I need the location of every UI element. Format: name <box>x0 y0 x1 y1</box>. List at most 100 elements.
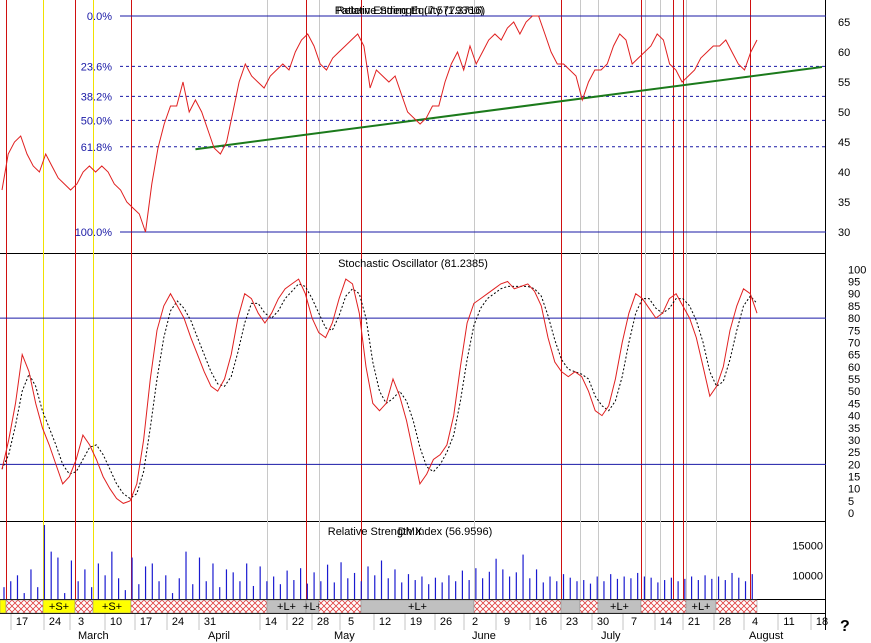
x-month-label: July <box>601 630 621 642</box>
stochastic-y-tick: 100 <box>848 264 866 276</box>
stochastic-panel: Stochastic Oscillator (81.2385) 05101520… <box>0 258 866 520</box>
stochastic-y-tick: 80 <box>848 313 860 325</box>
price-y-tick: 50 <box>838 107 850 119</box>
x-day-label: 22 <box>292 616 304 628</box>
stochastic-y-tick: 45 <box>848 398 860 410</box>
x-day-label: 31 <box>204 616 216 628</box>
x-day-label: 24 <box>49 616 61 628</box>
signal-segment <box>130 599 268 614</box>
stochastic-y-tick: 65 <box>848 350 860 362</box>
x-day-label: 14 <box>265 616 277 628</box>
stochastic-y-tick: 30 <box>848 435 860 447</box>
stochastic-k-line <box>1 278 758 504</box>
x-month-label: March <box>78 630 109 642</box>
x-day-label: 5 <box>348 616 354 628</box>
stochastic-y-tick: 95 <box>848 277 860 289</box>
stochastic-y-tick: 90 <box>848 289 860 301</box>
indicator-panel: Relative Strength Index (56.9596) DMX 10… <box>3 524 823 599</box>
x-day-label: 30 <box>597 616 609 628</box>
stochastic-y-tick: 25 <box>848 447 860 459</box>
trend-line <box>195 66 823 151</box>
x-axis: 17 24 3 10 17 24 31 14 22 28 5 12 19 26 2 9 16 23 30 7 14 21 2… <box>10 614 828 642</box>
stochastic-y-tick: 20 <box>848 459 860 471</box>
x-day-label: 3 <box>78 616 84 628</box>
indicator-panel-overlay-title: DMX <box>398 526 423 538</box>
stochastic-y-tick: 35 <box>848 423 860 435</box>
panel-frames <box>0 0 826 630</box>
price-panel: Relative Strength (7.5779360) Pattern En… <box>1 5 850 239</box>
x-day-label: 17 <box>140 616 152 628</box>
x-day-label: 10 <box>110 616 122 628</box>
x-month-label: April <box>208 630 230 642</box>
signal-strip: +S+ +S+ +L+ +L+ +L+ +L+ +L+ <box>0 599 758 614</box>
fib-level-label: 100.0% <box>75 227 113 239</box>
x-day-label: 11 <box>783 616 794 628</box>
price-series-line <box>1 15 758 233</box>
price-panel-overlay-title: Pattern Ending Equity (1.3716) <box>335 5 485 17</box>
price-y-tick: 35 <box>838 197 850 209</box>
x-day-label: 17 <box>16 616 28 628</box>
signal-segment <box>560 599 581 614</box>
stochastic-y-tick: 75 <box>848 325 860 337</box>
x-day-label: 7 <box>631 616 637 628</box>
x-month-label: June <box>472 630 496 642</box>
stochastic-y-tick: 10 <box>848 484 860 496</box>
x-day-label: 12 <box>379 616 391 628</box>
signal-segment <box>74 599 94 614</box>
signal-label: +L+ <box>277 601 296 613</box>
signal-segment <box>473 599 562 614</box>
help-icon[interactable]: ? <box>840 618 850 635</box>
price-y-tick: 45 <box>838 137 850 149</box>
fib-level-label: 38.2% <box>81 91 112 103</box>
x-day-label: 23 <box>566 616 578 628</box>
stochastic-y-tick: 50 <box>848 386 860 398</box>
indicator-y-tick: 15000 <box>792 541 823 553</box>
signal-label: +L+ <box>610 601 629 613</box>
fib-level-label: 0.0% <box>87 11 112 23</box>
signal-segment <box>5 599 44 614</box>
x-day-label: 18 <box>816 616 828 628</box>
price-y-tick: 55 <box>838 77 850 89</box>
signal-label: +L+ <box>408 601 427 613</box>
stochastic-y-tick: 0 <box>848 508 854 520</box>
stochastic-y-tick: 40 <box>848 411 860 423</box>
signal-label: +L+ <box>303 601 322 613</box>
price-y-tick: 60 <box>838 47 850 59</box>
stochastic-y-tick: 15 <box>848 472 860 484</box>
fib-level-label: 61.8% <box>81 142 112 154</box>
x-day-label: 4 <box>752 616 758 628</box>
x-day-label: 14 <box>660 616 672 628</box>
stochastic-y-tick: 60 <box>848 362 860 374</box>
x-day-label: 21 <box>688 616 700 628</box>
price-panel-title: Relative Strength (7.5779360) <box>337 5 484 17</box>
x-day-label: 28 <box>317 616 329 628</box>
fib-level-label: 23.6% <box>81 61 112 73</box>
signal-segment <box>640 599 687 614</box>
x-day-label: 24 <box>172 616 184 628</box>
price-y-tick: 65 <box>838 17 850 29</box>
stochastic-y-tick: 5 <box>848 496 854 508</box>
indicator-panel-title: Relative Strength Index (56.9596) <box>328 526 493 538</box>
signal-segment <box>318 599 362 614</box>
stochastic-y-tick: 70 <box>848 337 860 349</box>
x-day-label: 9 <box>504 616 510 628</box>
price-y-tick: 30 <box>838 227 850 239</box>
indicator-y-tick: 10000 <box>792 570 823 582</box>
stochastic-y-tick: 55 <box>848 374 860 386</box>
x-day-label: 26 <box>440 616 452 628</box>
x-day-label: 2 <box>472 616 478 628</box>
signal-segment <box>0 599 7 614</box>
signal-segment <box>579 599 599 614</box>
stochastic-y-tick: 85 <box>848 301 860 313</box>
x-day-label: 28 <box>719 616 731 628</box>
signal-label: +S+ <box>102 601 122 613</box>
signal-label: +L+ <box>692 601 711 613</box>
vertical-markers <box>6 0 751 599</box>
signal-label: +S+ <box>49 601 69 613</box>
signal-segment <box>715 599 758 614</box>
fib-level-label: 50.0% <box>81 115 112 127</box>
price-y-tick: 40 <box>838 167 850 179</box>
x-day-label: 19 <box>410 616 422 628</box>
stochastic-panel-title: Stochastic Oscillator (81.2385) <box>338 258 488 270</box>
